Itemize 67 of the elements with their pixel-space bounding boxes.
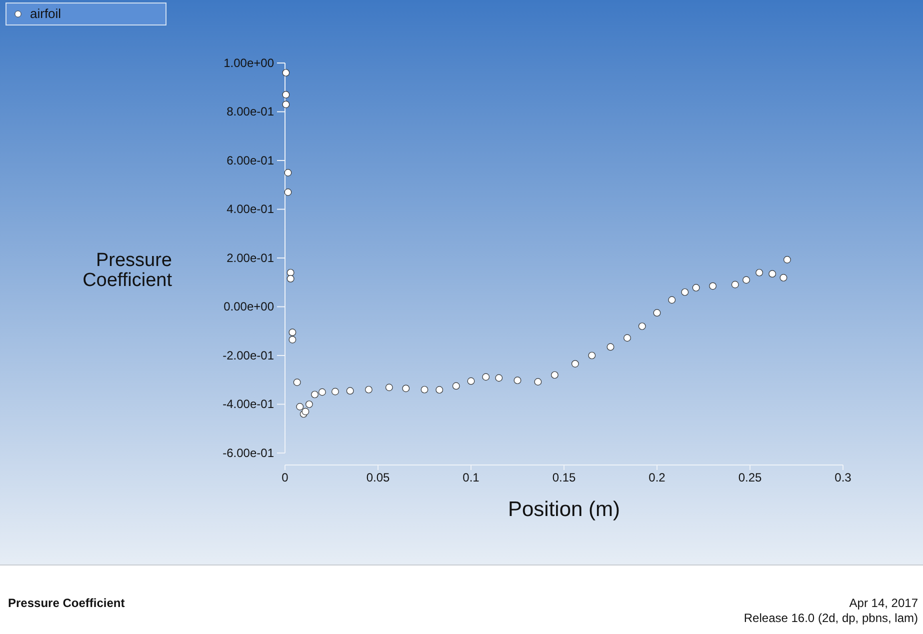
x-axis-title: Position (m) [508,498,620,521]
point [284,169,292,176]
point [365,386,372,394]
point [780,274,788,282]
point [436,386,444,394]
point [482,373,490,381]
point [534,378,542,386]
point [692,284,700,292]
text: Release 16.0 (2d, dp, pbns, lam) [744,611,918,625]
point [638,322,646,330]
x-tick-label: 0.2 [648,470,666,485]
point [514,376,522,384]
point [296,403,304,410]
y-tick-label: 6.00e-01 [226,153,274,168]
point [288,336,296,344]
point [495,374,503,382]
point [709,282,716,290]
point [681,288,689,296]
point [731,280,739,288]
point [653,309,661,317]
x-tick-label: 0.3 [834,470,852,485]
point [332,388,339,396]
point [282,100,290,108]
point [668,296,676,304]
point [606,343,614,351]
y-tick-label: -6.00e-01 [222,446,274,460]
x-tick-label: 0 [282,470,289,485]
y-tick-label: 8.00e-01 [226,104,274,119]
point [784,256,791,264]
point [286,268,294,276]
point [346,387,354,395]
text: Pressure Coefficient [8,596,125,610]
point [385,384,393,392]
y-tick-label: 1.00e+00 [224,56,274,70]
x-tick-label: 0.15 [552,470,576,485]
point [624,334,631,342]
x-tick-label: 0.1 [462,470,480,485]
point [293,378,301,386]
point [571,360,579,368]
point [467,377,475,385]
legend-label: airfoil [30,6,62,21]
point [288,328,296,336]
y-tick-label: -2.00e-01 [222,348,274,362]
y-tick-label: -4.00e-01 [222,397,274,412]
point [282,69,290,76]
point [282,91,290,98]
x-tick-label: 0.05 [366,470,390,485]
point [588,352,596,360]
point [302,408,310,416]
point [305,400,313,408]
point [286,275,294,282]
point [402,384,410,392]
point [742,276,750,284]
point [551,371,558,379]
y-tick-label: 0.00e+00 [224,300,274,314]
y-tick-label: 2.00e-01 [226,250,274,265]
point [311,390,318,398]
point [318,388,326,396]
point [452,382,460,390]
point [284,188,292,196]
point [420,386,428,394]
point [756,268,763,276]
text: Apr 14, 2017 [849,596,918,610]
y-axis-title: Pressure Coefficient [82,250,173,291]
y-tick-label: 4.00e-01 [226,202,274,216]
point [768,270,776,278]
x-tick-label: 0.25 [738,470,762,485]
